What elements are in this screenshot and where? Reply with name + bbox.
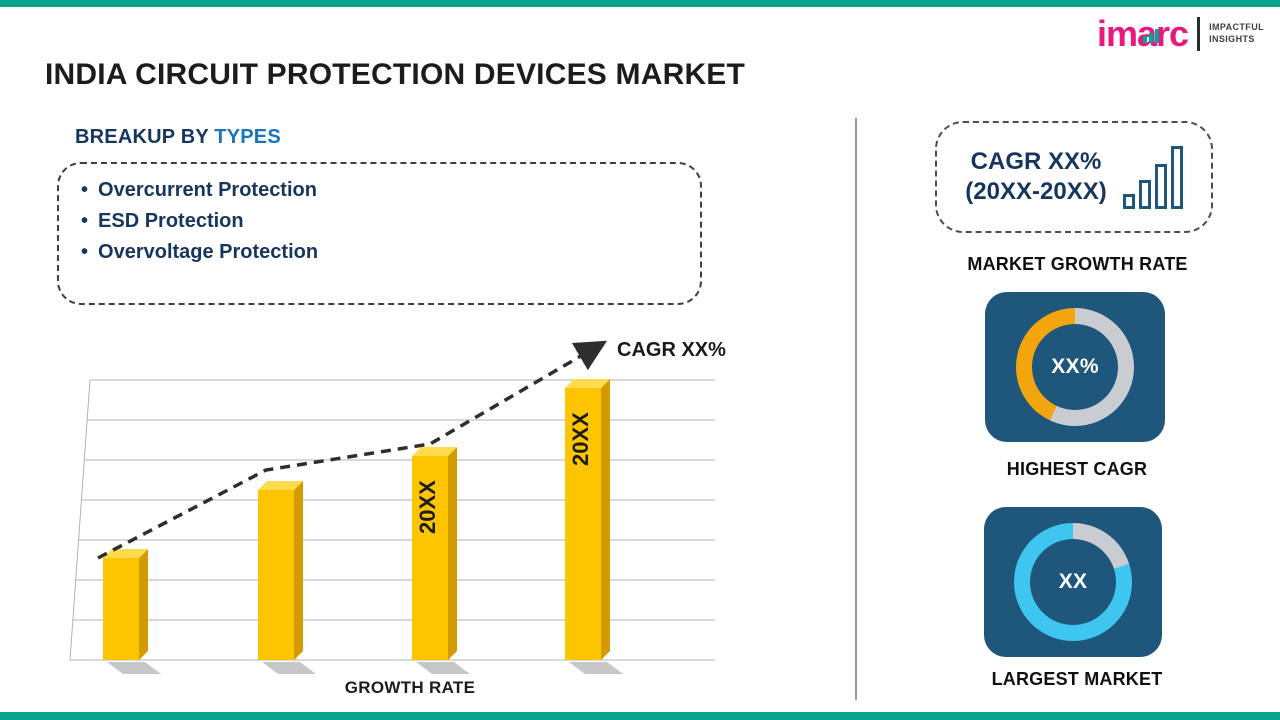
bottom-accent-bar (0, 712, 1280, 720)
largest-market-value: XX (1030, 539, 1116, 625)
breakup-list: Overcurrent Protection ESD Protection Ov… (81, 175, 700, 268)
top-accent-bar (0, 0, 1280, 7)
imarc-logo: imarc IMPACTFUL INSIGHTS (1097, 16, 1264, 52)
logo-tagline: IMPACTFUL INSIGHTS (1209, 22, 1264, 45)
list-item: ESD Protection (81, 206, 700, 237)
highest-cagr-donut: XX% (1016, 308, 1134, 426)
chart-x-axis-label: GROWTH RATE (344, 678, 476, 697)
cagr-card-line2: (20XX-20XX) (965, 178, 1107, 205)
imarc-wordmark: imarc (1096, 13, 1189, 54)
logo-chart-bars-icon (1142, 29, 1159, 43)
svg-text:20XX: 20XX (415, 480, 440, 534)
bar-chart-icon (1122, 145, 1183, 209)
logo-tagline-line1: IMPACTFUL (1209, 22, 1264, 33)
breakup-heading-highlight: TYPES (214, 126, 281, 148)
growth-bar-chart-svg: 20XX 20XX (69, 340, 715, 674)
growth-bar-chart: 20XX 20XX (60, 330, 760, 690)
breakup-types-box: Overcurrent Protection ESD Protection Ov… (57, 162, 702, 305)
logo-divider (1197, 17, 1201, 51)
breakup-heading: BREAKUP BY TYPES (75, 126, 281, 149)
largest-market-donut: XX (1014, 523, 1132, 641)
list-item: Overcurrent Protection (81, 175, 700, 206)
vertical-divider (855, 118, 857, 700)
market-growth-rate-label: MARKET GROWTH RATE (967, 254, 1188, 274)
highest-cagr-card: XX% (985, 292, 1165, 442)
cagr-card-line1: CAGR XX% (970, 148, 1102, 175)
cagr-card: CAGR XX% (20XX-20XX) (935, 121, 1213, 233)
cagr-card-text: CAGR XX% (20XX-20XX) (965, 147, 1106, 207)
cagr-trend-label: CAGR XX% (617, 339, 726, 361)
list-item: Overvoltage Protection (81, 237, 700, 268)
largest-market-label: LARGEST MARKET (991, 669, 1163, 689)
breakup-heading-prefix: BREAKUP BY (75, 126, 215, 148)
largest-market-card: XX (984, 507, 1162, 657)
highest-cagr-label: HIGHEST CAGR (1006, 459, 1148, 479)
page-title: INDIA CIRCUIT PROTECTION DEVICES MARKET (45, 58, 746, 91)
logo-tagline-line2: INSIGHTS (1209, 34, 1255, 44)
imarc-wordmark-wrap: imarc (1096, 13, 1189, 54)
highest-cagr-value: XX% (1032, 324, 1118, 410)
svg-text:20XX: 20XX (568, 412, 593, 466)
